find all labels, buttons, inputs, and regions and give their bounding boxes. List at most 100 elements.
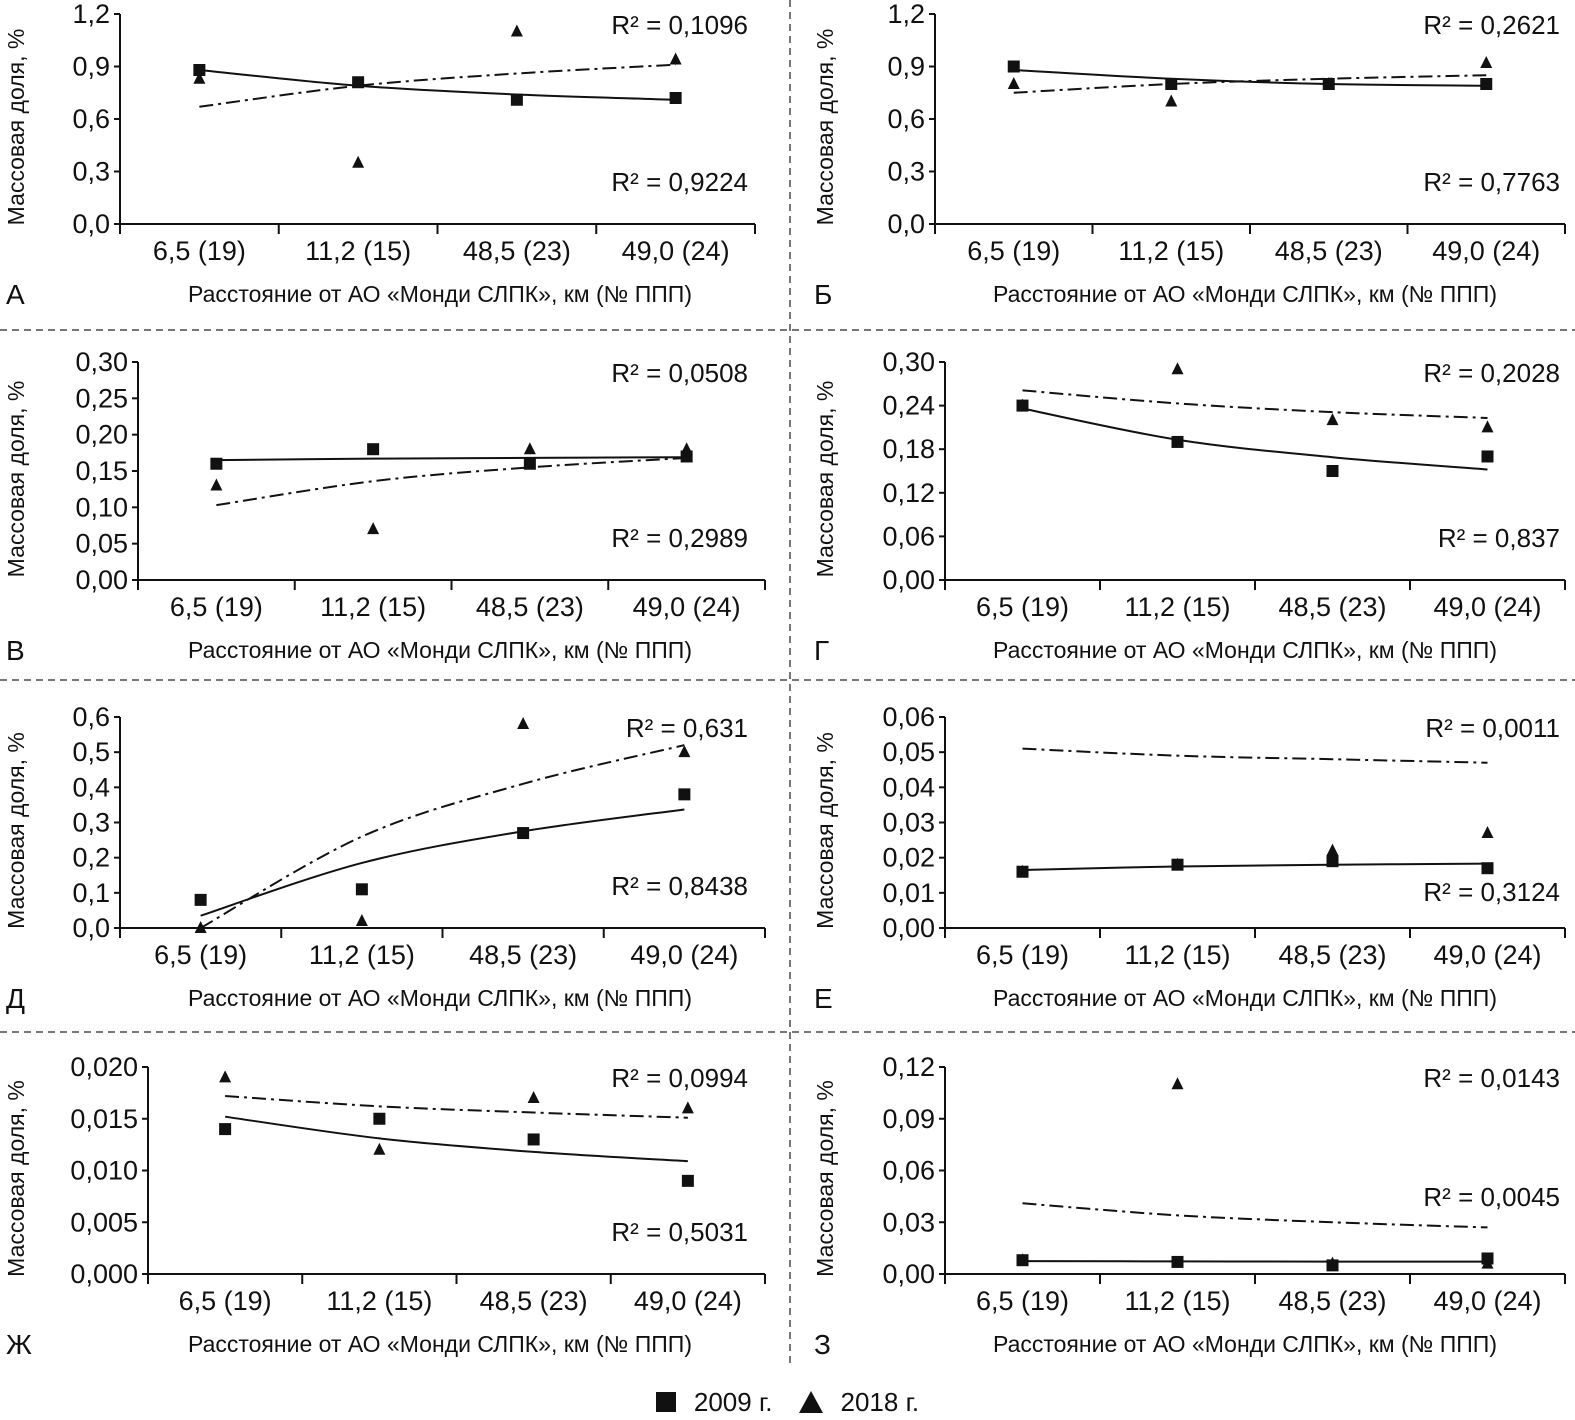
y-tick-label: 0,6 <box>887 104 925 134</box>
data-point-2009 <box>219 1123 232 1136</box>
y-tick-label: 0,2 <box>72 843 110 873</box>
data-point-2009 <box>680 450 693 463</box>
data-point-2009 <box>1481 1252 1494 1265</box>
y-tick-label: 0,010 <box>70 1156 138 1186</box>
data-point-2009 <box>681 1174 694 1187</box>
y-tick-label: 0,6 <box>72 104 110 134</box>
y-axis-title: Массовая доля, % <box>3 29 29 226</box>
data-point-2009 <box>1326 1259 1339 1272</box>
r-squared-2009: R² = 0,837 <box>1438 523 1560 553</box>
trendline-2018 <box>1022 747 1488 764</box>
data-point-2018 <box>355 913 368 926</box>
x-tick-label: 48,5 (23) <box>480 1286 588 1316</box>
panel-letter: Д <box>6 983 25 1014</box>
data-point-2009 <box>1007 60 1020 73</box>
x-axis-title: Расстояние от АО «Монди СЛПК», км (№ ППП… <box>188 985 692 1011</box>
y-tick-label: 0,06 <box>882 1156 935 1186</box>
data-point-2009 <box>1171 435 1184 448</box>
x-tick-label: 6,5 (19) <box>179 1286 272 1316</box>
chart-panel-3: 0,00 0,06 0,12 0,18 0,24 0,30 6,5 (19) 11,2 (15… <box>812 347 1566 666</box>
r-squared-2018: R² = 0,0994 <box>611 1063 748 1093</box>
panel-letter: Г <box>814 635 829 666</box>
y-tick-label: 1,2 <box>887 0 925 29</box>
data-point-2018 <box>194 921 207 933</box>
r-squared-2018: R² = 0,2621 <box>1423 10 1560 40</box>
legend: 2009 г. 2018 г. <box>0 1385 1575 1418</box>
chart-panel-2: 0,00 0,05 0,10 0,15 0,20 0,25 0,30 6,5 (19) 11,2… <box>3 347 766 666</box>
y-tick-label: 0,020 <box>70 1052 138 1082</box>
trendline-2009 <box>1022 1260 1488 1263</box>
y-tick-label: 0,3 <box>72 157 110 187</box>
x-tick-label: 49,0 (24) <box>1433 940 1541 970</box>
trendline-2018 <box>216 456 687 507</box>
data-point-2009 <box>1016 865 1029 878</box>
r-squared-2018: R² = 0,2028 <box>1423 358 1560 388</box>
data-point-2018 <box>1480 56 1493 68</box>
trendline-2009 <box>199 69 676 101</box>
y-axis-title: Массовая доля, % <box>812 1080 838 1277</box>
data-point-2009 <box>194 893 207 906</box>
y-tick-label: 0,00 <box>882 565 935 595</box>
data-point-2018 <box>1007 77 1020 89</box>
x-axis-title: Расстояние от АО «Монди СЛПК», км (№ ППП… <box>188 637 692 663</box>
r-squared-2018: R² = 0,1096 <box>611 10 748 40</box>
y-tick-label: 0,03 <box>882 1207 935 1237</box>
x-tick-label: 11,2 (15) <box>1118 236 1224 266</box>
data-point-2018 <box>373 1142 386 1155</box>
r-squared-2009: R² = 0,0045 <box>1423 1182 1560 1212</box>
r-squared-2009: R² = 0,8438 <box>611 871 748 901</box>
x-tick-label: 11,2 (15) <box>326 1286 432 1316</box>
legend-label-2009: 2009 г. <box>693 1386 773 1417</box>
x-tick-label: 6,5 (19) <box>976 1286 1069 1316</box>
y-tick-label: 0,06 <box>882 521 935 551</box>
x-axis-title: Расстояние от АО «Монди СЛПК», км (№ ППП… <box>188 1331 692 1357</box>
r-squared-2009: R² = 0,3124 <box>1423 877 1560 907</box>
panel-letter: Ж <box>6 1329 32 1360</box>
y-tick-label: 0,00 <box>882 1259 935 1289</box>
data-point-2009 <box>1165 78 1178 90</box>
x-tick-label: 11,2 (15) <box>309 940 415 970</box>
data-point-2018 <box>1165 94 1178 107</box>
chart-panel-0: 0,0 0,3 0,6 0,9 1,2 6,5 (19) 11,2 (15) 48,5 (23… <box>3 0 756 310</box>
legend-triangle-icon <box>798 1391 823 1414</box>
x-tick-label: 49,0 (24) <box>630 940 738 970</box>
y-tick-label: 0,3 <box>887 157 925 187</box>
chart-panel-4: 0,0 0,1 0,2 0,3 0,4 0,5 0,6 6,5 (19) 11,2 (15) 48… <box>3 702 766 1014</box>
legend-square-icon <box>655 1392 676 1413</box>
y-tick-label: 1,2 <box>72 0 110 29</box>
y-tick-label: 0,01 <box>882 878 935 908</box>
data-point-2018 <box>1481 826 1494 839</box>
data-point-2018 <box>1171 1077 1184 1090</box>
y-tick-label: 0,05 <box>882 737 935 767</box>
x-tick-label: 6,5 (19) <box>153 236 246 266</box>
trendline-2018 <box>225 1094 688 1119</box>
y-tick-label: 0,5 <box>72 737 110 767</box>
y-tick-label: 0,12 <box>882 478 935 508</box>
trendline-2018 <box>1022 1202 1488 1229</box>
r-squared-2018: R² = 0,0143 <box>1423 1063 1560 1093</box>
x-tick-label: 49,0 (24) <box>1433 1286 1541 1316</box>
data-point-2018 <box>681 1101 694 1114</box>
x-tick-label: 48,5 (23) <box>1278 592 1386 622</box>
y-tick-label: 0,02 <box>882 843 935 873</box>
x-tick-label: 49,0 (24) <box>634 1286 742 1316</box>
data-point-2018 <box>678 745 691 758</box>
chart-panel-1: 0,0 0,3 0,6 0,9 1,2 6,5 (19) 11,2 (15) 48,5 (23… <box>812 0 1566 310</box>
data-point-2009 <box>355 883 368 896</box>
data-point-2009 <box>1326 855 1339 868</box>
data-point-2018 <box>517 717 530 730</box>
y-tick-label: 0,0 <box>887 209 925 239</box>
data-point-2009 <box>669 92 682 104</box>
chart-panel-7: 0,00 0,03 0,06 0,09 0,12 6,5 (19) 11,2 (15) 48,… <box>812 1052 1566 1360</box>
y-tick-label: 0,9 <box>72 52 110 82</box>
x-tick-label: 6,5 (19) <box>976 592 1069 622</box>
x-tick-label: 48,5 (23) <box>1278 940 1386 970</box>
data-point-2009 <box>1171 1255 1184 1268</box>
y-tick-label: 0,005 <box>70 1207 138 1237</box>
x-axis-title: Расстояние от АО «Монди СЛПК», км (№ ППП… <box>993 281 1497 307</box>
y-tick-label: 0,25 <box>75 383 128 413</box>
y-axis-title: Массовая доля, % <box>3 381 29 578</box>
data-point-2018 <box>510 24 523 37</box>
data-point-2009 <box>193 64 206 76</box>
